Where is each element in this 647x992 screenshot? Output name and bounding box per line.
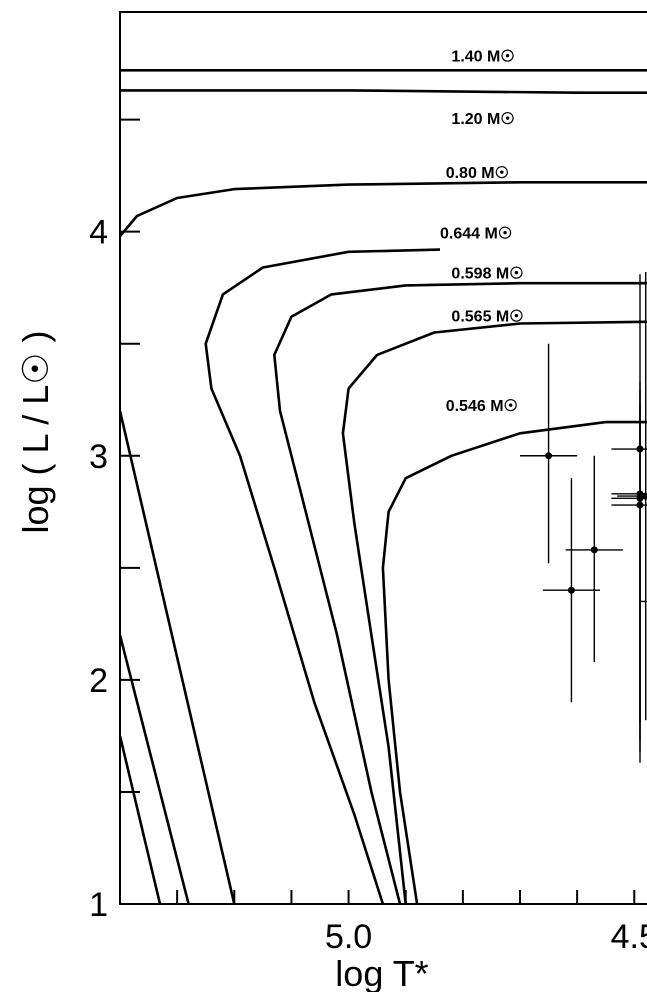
x-tick-label: 4.5 [611, 918, 647, 956]
track-mass-label: 0.598 M☉ [451, 266, 523, 283]
data-point [542, 478, 600, 703]
track-line [341, 320, 647, 905]
data-point [611, 404, 647, 752]
plot-frame [119, 11, 647, 905]
data-point [520, 343, 578, 564]
track-line [120, 89, 647, 94]
y-tick-label: 1 [89, 886, 108, 924]
track-mass-label: 0.546 M☉ [446, 398, 518, 415]
track-line [381, 420, 647, 905]
track-mass-label: 0.80 M☉ [446, 165, 509, 182]
data-point [611, 381, 647, 763]
track-line [118, 735, 162, 905]
track-line [273, 281, 647, 905]
y-tick-label: 2 [89, 662, 108, 700]
data-marker [642, 492, 647, 500]
x-axis-title: log T* [335, 953, 428, 992]
y-axis-title: log ( L / L☉ ) [15, 330, 56, 533]
x-tick-label: 5.0 [325, 918, 372, 956]
evolutionary-tracks [118, 69, 647, 905]
tick-labels: 5.0 4.5 1 2 3 4 [89, 214, 647, 956]
data-marker [545, 452, 553, 460]
track-mass-label: 0.644 M☉ [440, 225, 512, 242]
y-tick-label: 4 [89, 214, 108, 252]
minor-ticks [120, 118, 636, 904]
track-line [118, 410, 236, 905]
track-line [204, 248, 441, 905]
track-mass-label: 1.20 M☉ [451, 111, 514, 128]
data-marker [567, 586, 575, 594]
track-mass-label: 0.565 M☉ [451, 308, 523, 325]
data-point [611, 390, 647, 723]
track-labels: 1.40 M☉ 1.20 M☉ 0.80 M☉ 0.644 M☉ 0.598 M☉ 0.5… [440, 48, 524, 415]
track-mass-label: 1.40 M☉ [451, 48, 514, 65]
track-line [119, 181, 647, 237]
data-point [617, 271, 647, 721]
y-tick-label: 3 [89, 438, 108, 476]
track-line [118, 634, 190, 905]
data-point [565, 455, 623, 662]
data-marker [590, 546, 598, 554]
observed-data-points [520, 271, 647, 763]
